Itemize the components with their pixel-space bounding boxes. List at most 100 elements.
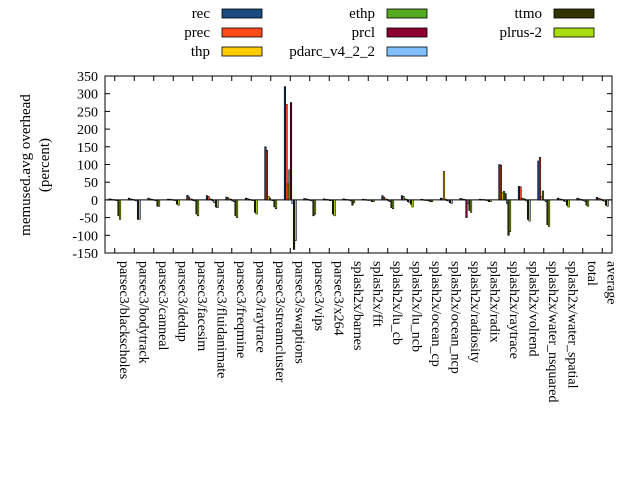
bar-prec xyxy=(265,150,269,201)
bar-plrus-2 xyxy=(177,199,180,206)
bar-plrus-2 xyxy=(450,199,453,204)
bar-plrus-2 xyxy=(508,199,512,233)
bar-thp xyxy=(442,171,446,201)
x-tick-label: parsec3/x264 xyxy=(330,261,345,336)
bar-ethp xyxy=(268,197,272,201)
bar-plrus-2 xyxy=(333,199,336,217)
bar-plrus-2 xyxy=(469,199,473,213)
x-tick-label: parsec3/fluidanimate xyxy=(213,261,228,378)
bar-ethp xyxy=(600,198,603,201)
y-tick-label: 0 xyxy=(91,194,98,209)
legend-label: pdarc_v4_2_2 xyxy=(289,44,375,60)
bar-prcl xyxy=(523,198,527,201)
x-tick-label: splash2x/ocean_cp xyxy=(428,261,443,367)
bar-plrus-2 xyxy=(391,199,395,210)
y-tick-label: 100 xyxy=(77,159,98,174)
legend-label: ethp xyxy=(349,6,375,22)
legend-label: prec xyxy=(184,25,210,41)
plot-area: -150 -100 -50 0 50 100 150 200 250 300 350 parsec3/… xyxy=(72,70,618,403)
bar-ethp xyxy=(190,198,194,201)
y-tick-label: 200 xyxy=(77,123,98,138)
plot-frame xyxy=(104,75,613,254)
bar-plrus-2 xyxy=(567,199,570,208)
bar-plrus-2 xyxy=(255,199,258,215)
bar-plrus-2 xyxy=(430,199,434,202)
bar-plrus-2 xyxy=(489,199,492,202)
x-tick-label: splash2x/fft xyxy=(369,261,384,327)
x-tick-label: parsec3/blackscholes xyxy=(116,261,131,379)
x-tick-label: parsec3/vips xyxy=(311,261,326,331)
x-tick-label: splash2x/volrend xyxy=(525,261,540,357)
legend-swatch-ethp xyxy=(386,8,428,19)
bar-plrus-2 xyxy=(372,199,375,202)
legend-swatch-prcl xyxy=(386,27,428,38)
bar-plrus-2 xyxy=(606,199,609,207)
legend-label: thp xyxy=(191,44,210,60)
bar-plrus-2 xyxy=(528,199,531,222)
x-tick-label: parsec3/canneal xyxy=(155,261,170,350)
legend-label: ttmo xyxy=(514,6,542,22)
y-tick-label: 350 xyxy=(77,70,98,85)
x-tick-label: total xyxy=(584,261,599,286)
y-tick-label: 50 xyxy=(84,176,98,191)
bar-prcl xyxy=(504,193,507,201)
legend: rec prec thp ethp prcl pdarc_v4_2_2 ttmo plrus-… xyxy=(184,6,595,60)
y-tick-label: -150 xyxy=(72,247,98,262)
x-tick-label: parsec3/raytrace xyxy=(252,261,267,353)
bar-plrus-2 xyxy=(157,199,161,207)
x-tick-label: parsec3/streamcluster xyxy=(272,261,287,383)
x-tick-label: splash2x/barnes xyxy=(350,261,365,350)
legend-label: prcl xyxy=(352,25,375,41)
bar-plrus-2 xyxy=(586,199,590,207)
x-tick-label: splash2x/radix xyxy=(486,261,501,343)
y-axis-label-line: (percent) xyxy=(37,138,53,192)
bar-prcl xyxy=(289,102,293,201)
legend-swatch-pdarc_v4_2_2 xyxy=(386,46,428,57)
x-tick-label: average xyxy=(603,261,618,305)
x-tick-label: parsec3/facesim xyxy=(194,261,209,351)
bar-plrus-2 xyxy=(235,199,239,218)
legend-swatch-thp xyxy=(221,46,263,57)
x-tick-label: splash2x/water_spatial xyxy=(564,261,579,389)
legend-swatch-ttmo xyxy=(553,8,595,19)
bar-ethp xyxy=(541,190,545,201)
bar-prec xyxy=(538,157,542,201)
x-tick-label: splash2x/ocean_ncp xyxy=(447,261,462,374)
y-tick-label: 300 xyxy=(77,88,98,103)
bar-plrus-2 xyxy=(411,199,414,208)
bar-prec xyxy=(382,196,386,201)
bar-plrus-2 xyxy=(138,199,141,220)
bar-prec xyxy=(207,196,210,201)
bar-ethp xyxy=(229,198,233,201)
legend-label: plrus-2 xyxy=(500,25,543,41)
y-tick-label: 250 xyxy=(77,105,98,120)
x-tick-label: parsec3/freqmine xyxy=(233,261,248,358)
legend-label: rec xyxy=(192,6,211,22)
bar-prec xyxy=(402,196,405,201)
x-tick-label: splash2x/radiosity xyxy=(467,261,482,363)
bar-prec xyxy=(519,186,522,201)
bar-plrus-2 xyxy=(352,199,356,204)
bar-plrus-2 xyxy=(216,199,219,208)
y-tick-label: -100 xyxy=(72,229,98,244)
x-tick-label: splash2x/lu_cb xyxy=(389,261,404,345)
y-axis-label: memused.avg overhead (percent) xyxy=(18,94,53,236)
x-tick-label: splash2x/lu_ncb xyxy=(408,261,423,352)
x-tick-label: parsec3/swaptions xyxy=(291,261,306,364)
bar-plrus-2 xyxy=(294,199,297,241)
bar-prec xyxy=(499,164,503,201)
bar-ethp xyxy=(210,198,213,201)
y-tick-label: -50 xyxy=(79,212,98,227)
bar-plrus-2 xyxy=(547,199,551,227)
bar-ethp xyxy=(385,198,389,201)
legend-swatch-prec xyxy=(221,27,263,38)
bar-plrus-2 xyxy=(196,199,200,217)
x-tick-label: parsec3/bodytrack xyxy=(135,261,150,364)
x-tick-label: splash2x/raytrace xyxy=(506,261,521,359)
bar-plrus-2 xyxy=(274,199,278,210)
legend-swatch-plrus-2 xyxy=(553,27,595,38)
x-tick-label: parsec3/dedup xyxy=(174,261,189,342)
legend-swatch-rec xyxy=(221,8,263,19)
bar-prec xyxy=(187,196,191,201)
